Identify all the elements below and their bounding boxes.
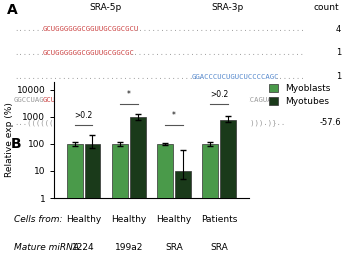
Text: .......................................: ....................................... [134, 26, 304, 32]
Text: SRA: SRA [165, 243, 183, 252]
Bar [67, 144, 83, 264]
Text: 1224: 1224 [72, 243, 95, 252]
Bar [112, 144, 128, 264]
Legend: Myoblasts, Myotubes: Myoblasts, Myotubes [268, 84, 330, 106]
Text: SRA-3p: SRA-3p [211, 3, 244, 12]
Text: A: A [7, 3, 18, 17]
Text: Healthy: Healthy [66, 215, 101, 224]
Text: Patients: Patients [201, 215, 237, 224]
Text: GCUGGGGGGCGGUUGCGGCGCU: GCUGGGGGGCGGUUGCGGCGCU [43, 97, 139, 103]
Text: GGACCCUCUGUCUCCCCAGC: GGACCCUCUGUCUCCCCAGC [159, 97, 246, 103]
Bar [84, 144, 100, 264]
Bar [130, 117, 146, 264]
Text: Cells from:: Cells from: [14, 215, 63, 224]
Text: B: B [10, 137, 21, 151]
Text: >0.2: >0.2 [75, 111, 93, 120]
Bar [175, 171, 191, 264]
Text: *: * [127, 90, 131, 99]
Bar [157, 144, 173, 264]
Text: *: * [172, 111, 176, 120]
Text: SRA: SRA [210, 243, 228, 252]
Text: SRA-5p: SRA-5p [89, 3, 121, 12]
Text: GCUGGGGGGCGGUUGCGGCGC: GCUGGGGGGCGGUUGCGGCGC [43, 50, 135, 56]
Text: 1: 1 [336, 48, 341, 57]
Text: GCUGGGGGGCGGUUGCGGCGCU: GCUGGGGGGCGGUUGCGGCGCU [43, 26, 139, 32]
Text: GGACCCUCUGUCUCCCCAGC: GGACCCUCUGUCUCCCCAGC [191, 74, 279, 79]
Bar [202, 144, 218, 264]
Text: >0.2: >0.2 [210, 90, 228, 99]
Text: .......: ....... [14, 50, 45, 56]
Bar [220, 120, 236, 264]
Text: 4: 4 [336, 25, 341, 34]
Text: Healthy: Healthy [156, 215, 191, 224]
Text: ...(((((((((((((((((((((((((...)))))))))))))))))))))))))).)}..: ...(((((((((((((((((((((((((...)))))))))… [14, 119, 285, 126]
Text: Healthy: Healthy [111, 215, 146, 224]
Text: Mature miRNA:: Mature miRNA: [14, 243, 82, 252]
Text: UAGUAU: UAGUAU [134, 97, 160, 103]
Y-axis label: Relative exp (%): Relative exp (%) [5, 102, 14, 177]
Text: -57.6: -57.6 [320, 118, 341, 127]
Text: .......: ....... [274, 74, 305, 79]
Text: GGCCUAG: GGCCUAG [14, 97, 45, 103]
Text: ........................................: ........................................ [130, 50, 304, 56]
Text: ...........................................: ........................................… [14, 74, 202, 79]
Text: CCCAGUA: CCCAGUA [241, 97, 272, 103]
Text: count: count [314, 3, 340, 12]
Text: 1: 1 [336, 72, 341, 81]
Text: 199a2: 199a2 [114, 243, 143, 252]
Text: .......: ....... [14, 26, 45, 32]
